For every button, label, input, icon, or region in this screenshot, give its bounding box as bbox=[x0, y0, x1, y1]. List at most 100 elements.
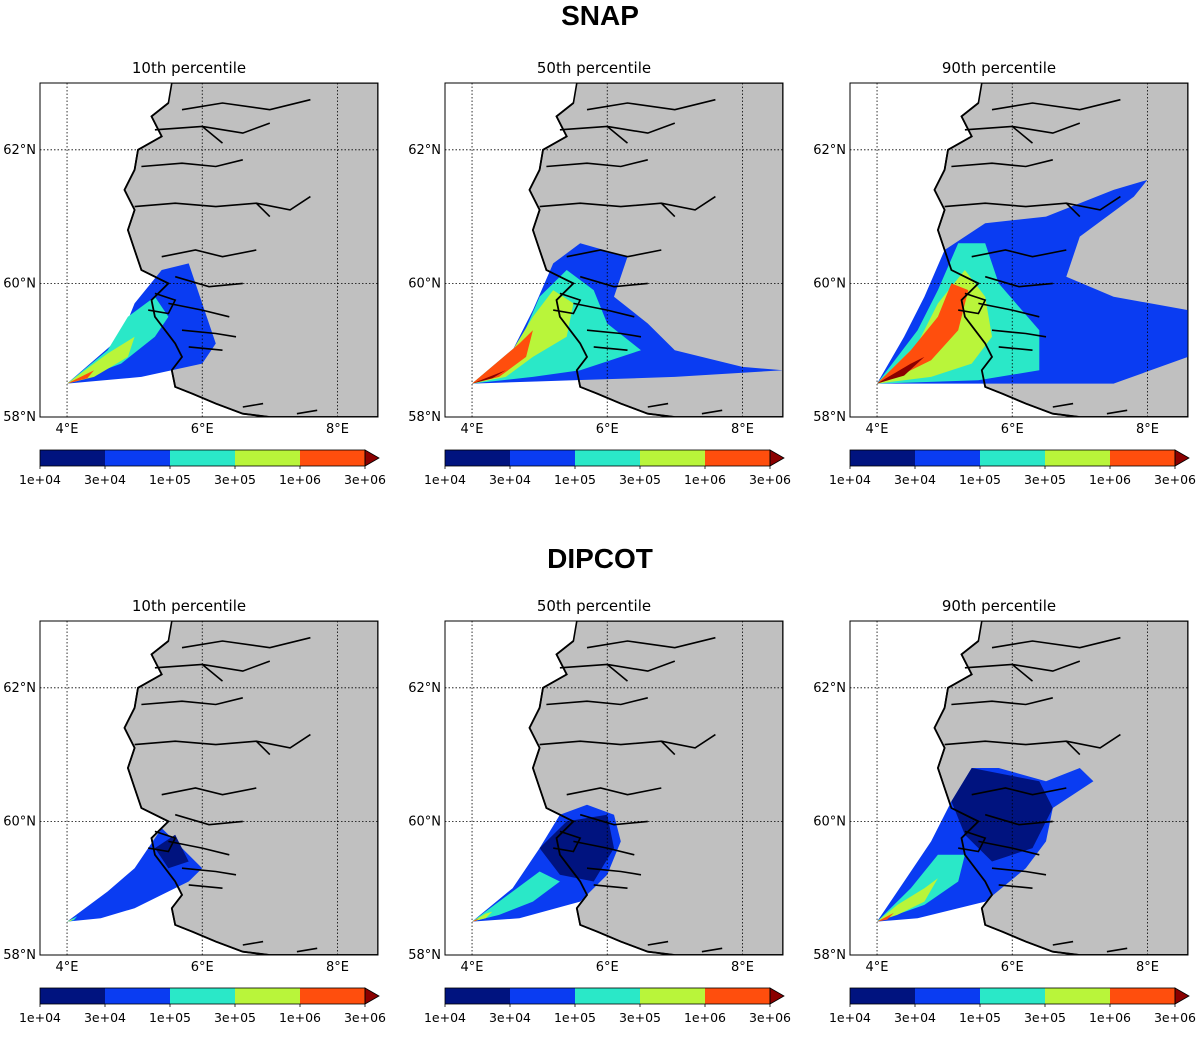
colorbar-segment bbox=[640, 988, 705, 1004]
colorbar-tick-label: 1e+06 bbox=[1089, 472, 1131, 487]
fjord-line bbox=[255, 740, 271, 756]
colorbar-tick-label: 3e+06 bbox=[344, 1010, 386, 1025]
lon-tick-label: 4°E bbox=[56, 960, 79, 975]
colorbar-segment bbox=[850, 988, 915, 1004]
fjord-line bbox=[546, 697, 648, 706]
plume-level-1 bbox=[67, 296, 169, 384]
panel-title: 50th percentile bbox=[536, 597, 652, 615]
colorbar-extend-arrow bbox=[1174, 987, 1190, 1005]
map-svg: 62°N 60°N 58°N 4°E 6°E 8°E 1e+04 3e+04 1e+05 3e+0… bbox=[813, 620, 1196, 1025]
colorbar-tick-label: 3e+05 bbox=[619, 472, 661, 487]
fjord-line bbox=[991, 867, 1047, 876]
fjord-line bbox=[161, 787, 257, 796]
lat-tick-label: 62°N bbox=[813, 143, 846, 158]
lat-tick-label: 60°N bbox=[3, 276, 36, 291]
lat-tick-label: 60°N bbox=[408, 814, 441, 829]
lat-tick-label: 58°N bbox=[813, 948, 846, 963]
colorbar-extend-arrow bbox=[1174, 449, 1190, 467]
fjord-line bbox=[660, 202, 676, 218]
map-svg: 62°N 60°N 58°N 4°E 6°E 8°E 1e+04 3e+04 1e+05 3e+0… bbox=[3, 82, 386, 487]
lat-tick-label: 60°N bbox=[408, 276, 441, 291]
fjord-line bbox=[958, 292, 987, 315]
colorbar-tick-label: 1e+05 bbox=[959, 1010, 1001, 1025]
fjord-line bbox=[978, 302, 1040, 318]
axes-frame bbox=[39, 620, 379, 956]
fjord-line bbox=[964, 660, 1081, 672]
lon-tick-label: 8°E bbox=[326, 960, 349, 975]
fjord-line bbox=[539, 733, 716, 749]
fjord-line bbox=[998, 884, 1033, 889]
colorbar-segment bbox=[170, 450, 235, 466]
colorbar-frame bbox=[39, 987, 366, 1005]
fjord-line bbox=[201, 663, 224, 682]
colorbar-extend-arrow bbox=[364, 987, 380, 1005]
map-svg: 62°N 60°N 58°N 4°E 6°E 8°E 1e+04 3e+04 1e+05 3e+0… bbox=[813, 82, 1196, 487]
fjord-line bbox=[553, 830, 582, 853]
colorbar-tick-label: 1e+05 bbox=[554, 1010, 596, 1025]
lat-tick-label: 62°N bbox=[408, 143, 441, 158]
lon-tick-label: 6°E bbox=[596, 422, 619, 437]
colorbar-tick-label: 1e+05 bbox=[149, 472, 191, 487]
fjord-line bbox=[1052, 940, 1074, 946]
colorbar-tick-label: 3e+04 bbox=[489, 1010, 531, 1025]
colorbar-segment bbox=[105, 988, 170, 1004]
fjord-line bbox=[647, 402, 669, 408]
coastline bbox=[933, 102, 1188, 417]
fjord-line bbox=[296, 409, 318, 415]
fjord-line bbox=[141, 159, 243, 168]
fjord-line bbox=[958, 830, 987, 853]
map-panel-dipcot-2: 90th percentile 62°N 60°N 58°N 4°E 6°E 8°E 1e+0… bbox=[810, 593, 1196, 1063]
plume-level-3 bbox=[67, 918, 74, 922]
fjord-line bbox=[546, 159, 648, 168]
plume-level-3 bbox=[67, 370, 95, 384]
map-svg: 62°N 60°N 58°N 4°E 6°E 8°E 1e+04 3e+04 1e+05 3e+0… bbox=[408, 620, 791, 1025]
colorbar-tick-label: 3e+04 bbox=[489, 472, 531, 487]
fjord-line bbox=[174, 813, 243, 826]
lat-tick-label: 62°N bbox=[408, 681, 441, 696]
colorbar-frame bbox=[849, 987, 1176, 1005]
colorbar-tick-label: 1e+04 bbox=[424, 472, 466, 487]
fjord-line bbox=[242, 402, 264, 408]
fjord-line bbox=[586, 867, 642, 876]
fjord-line bbox=[559, 660, 676, 672]
colorbar-tick-label: 3e+06 bbox=[749, 472, 791, 487]
colorbar-tick-label: 1e+04 bbox=[829, 1010, 871, 1025]
fjord-line bbox=[606, 125, 629, 144]
fjord-line bbox=[579, 813, 648, 826]
fjord-line bbox=[174, 275, 243, 288]
fjord-line bbox=[944, 733, 1121, 749]
colorbar-tick-label: 1e+06 bbox=[279, 472, 321, 487]
fjord-line bbox=[991, 98, 1121, 111]
fjord-line bbox=[134, 195, 311, 211]
colorbar-segment bbox=[980, 988, 1045, 1004]
lon-tick-label: 6°E bbox=[191, 960, 214, 975]
fjord-line bbox=[1011, 125, 1034, 144]
colorbar-tick-label: 1e+06 bbox=[1089, 1010, 1131, 1025]
fjord-line bbox=[984, 275, 1053, 288]
colorbar-extend-arrow bbox=[769, 449, 785, 467]
axes-frame bbox=[849, 620, 1189, 956]
fjord-line bbox=[701, 947, 723, 953]
plume-level-3 bbox=[877, 878, 938, 922]
lat-tick-label: 58°N bbox=[813, 410, 846, 425]
fjord-line bbox=[991, 636, 1121, 649]
colorbar-tick-label: 3e+04 bbox=[84, 472, 126, 487]
lon-tick-label: 8°E bbox=[1136, 422, 1159, 437]
fjord-line bbox=[593, 346, 628, 351]
fjord-line bbox=[255, 202, 271, 218]
plume-level-1 bbox=[154, 834, 189, 869]
fjord-line bbox=[606, 663, 629, 682]
map-panel-snap-2: 90th percentile 62°N 60°N 58°N 4°E 6°E 8°E 1e+0… bbox=[810, 55, 1196, 525]
colorbar-tick-label: 3e+04 bbox=[894, 1010, 936, 1025]
plume-level-2 bbox=[67, 336, 135, 384]
lon-tick-label: 6°E bbox=[1001, 422, 1024, 437]
fjord-line bbox=[148, 830, 177, 853]
fjord-line bbox=[998, 346, 1033, 351]
fjord-line bbox=[971, 787, 1067, 796]
lon-tick-label: 8°E bbox=[731, 960, 754, 975]
fjord-line bbox=[1011, 663, 1034, 682]
colorbar-tick-label: 3e+06 bbox=[344, 472, 386, 487]
colorbar-tick-label: 1e+06 bbox=[279, 1010, 321, 1025]
colorbar-tick-label: 1e+04 bbox=[19, 472, 61, 487]
fjord-line bbox=[141, 697, 243, 706]
